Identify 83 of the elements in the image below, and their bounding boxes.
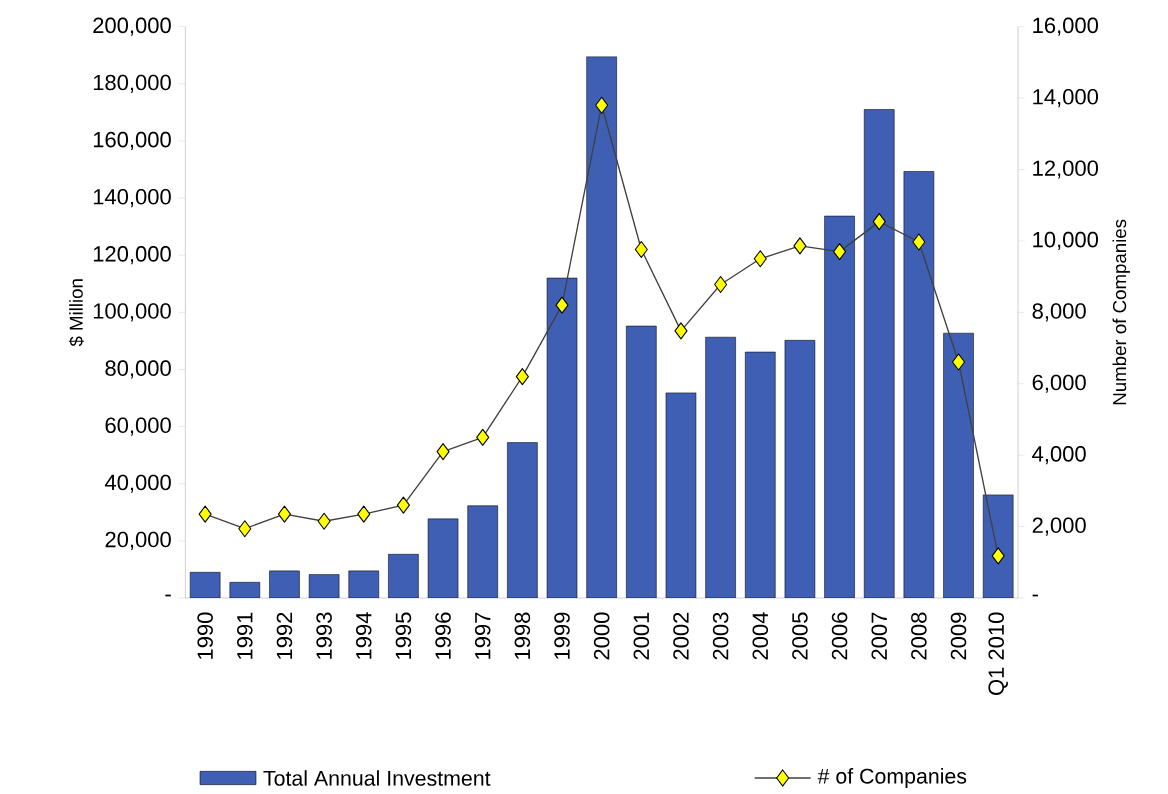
x-tick-label: 2008 [911, 612, 927, 660]
x-tick-label: 1991 [237, 612, 253, 659]
bar [863, 109, 895, 598]
point [317, 512, 331, 530]
bar [665, 392, 697, 598]
x-tick-label: 2009 [950, 612, 967, 660]
point [872, 213, 886, 231]
point [674, 322, 688, 340]
y-tick-label: 200,000 [93, 17, 171, 36]
y2-tick-label: 2,000 [1032, 517, 1086, 536]
y2-tick-label: 12,000 [1033, 160, 1099, 179]
y2-tick-label: 6,000 [1032, 374, 1086, 393]
x-tick-label: 2004 [752, 612, 769, 660]
bar [982, 494, 1014, 598]
point [396, 496, 410, 514]
y-tick-label: 80,000 [105, 360, 171, 379]
bar [388, 554, 419, 598]
y-tick-label: 180,000 [93, 74, 171, 93]
point [277, 505, 292, 523]
x-tick-label: 1998 [514, 612, 531, 659]
bar [903, 171, 935, 598]
bar [507, 442, 538, 598]
y2-axis-title: Number of Companies [1112, 219, 1130, 405]
x-tick-label: 1995 [395, 612, 412, 659]
bar [705, 336, 736, 598]
bar [586, 56, 617, 598]
bar [427, 518, 459, 598]
point [753, 250, 767, 268]
legend-label: # of Companies [817, 768, 967, 788]
y2-tick-label: 14,000 [1033, 88, 1099, 108]
y-tick-label: 20,000 [105, 531, 171, 550]
bar [626, 325, 657, 598]
point [515, 368, 529, 386]
y-axis-title: $ Million [68, 279, 84, 347]
x-tick-label: 2005 [792, 612, 808, 660]
x-tick-label: Q1 2010 [988, 612, 1008, 695]
x-tick-label: 2006 [831, 612, 848, 660]
point [476, 428, 490, 446]
point [833, 243, 847, 261]
bar [189, 572, 221, 598]
bar [467, 505, 498, 598]
legend-label: Total Annual Investment [263, 770, 491, 786]
bar [784, 340, 816, 598]
y2-tick-label: 16,000 [1033, 17, 1099, 36]
y2-tick-label: 8,000 [1032, 303, 1086, 322]
point [991, 547, 1005, 565]
point [793, 237, 807, 255]
x-tick-label: 1990 [197, 612, 213, 659]
bar [745, 351, 776, 598]
y2-tick-label: 4,000 [1032, 446, 1086, 465]
y2-tick-label: 10,000 [1033, 231, 1099, 251]
y-tick-label: 120,000 [93, 246, 171, 265]
x-tick-label: 2003 [712, 612, 729, 660]
bar [546, 277, 578, 598]
x-tick-label: 1993 [316, 612, 332, 659]
y-tick-label: 160,000 [93, 131, 171, 151]
point [912, 233, 926, 251]
y-tick-label: 60,000 [105, 417, 171, 436]
x-tick-label: 2007 [871, 612, 888, 660]
point [951, 353, 966, 371]
point [595, 96, 609, 114]
y-tick-label: 100,000 [93, 303, 171, 322]
y2-tick-label: - [1032, 594, 1038, 597]
x-tick-label: 1994 [355, 612, 372, 659]
point [238, 520, 252, 538]
point [357, 505, 371, 523]
y-tick-label: 140,000 [93, 188, 171, 208]
point [634, 240, 648, 259]
x-tick-label: 1999 [554, 612, 570, 659]
y-tick-label: - [165, 594, 171, 597]
bar [943, 332, 974, 598]
point [436, 443, 450, 461]
point [714, 275, 728, 294]
x-tick-label: 1996 [435, 612, 451, 659]
bar [824, 215, 855, 598]
x-tick-label: 1997 [474, 612, 491, 659]
x-tick-label: 1992 [276, 612, 293, 659]
point [198, 505, 212, 523]
point [555, 296, 569, 314]
y-tick-label: 40,000 [104, 474, 171, 493]
x-tick-label: 2000 [593, 612, 610, 660]
x-tick-label: 2002 [673, 612, 689, 660]
x-tick-label: 2001 [633, 612, 650, 660]
